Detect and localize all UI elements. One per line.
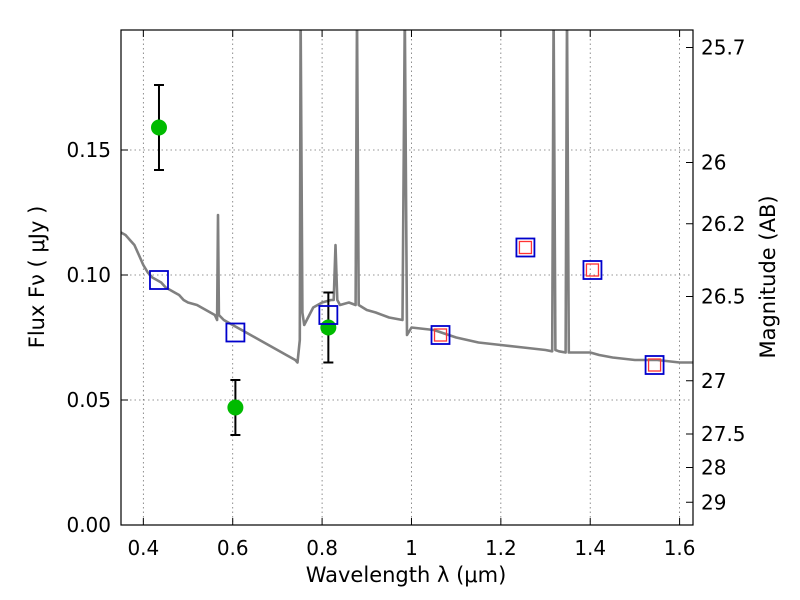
y2-tick-label: 25.7: [701, 36, 746, 60]
y2-tick-label: 29: [701, 490, 726, 514]
y2-axis-title: Magnitude (AB): [756, 195, 780, 358]
model-flux-square-inner: [518, 240, 533, 255]
y-axis-title: Flux Fν ( μJy ): [25, 206, 49, 349]
model-flux-square-inner: [585, 263, 600, 277]
y2-tick-label: 26.2: [701, 212, 746, 236]
x-tick-label: 1.6: [664, 536, 696, 560]
model-flux-square: [430, 325, 451, 345]
plot-frame: [120, 29, 694, 526]
plot-area: [121, 30, 693, 436]
model-flux-square: [318, 305, 339, 325]
y2-tick-label: 27.5: [701, 422, 746, 446]
y2-tick-label: 27: [701, 369, 726, 393]
observed-flux-point: [150, 119, 167, 136]
x-tick-label: 0.4: [127, 536, 159, 560]
model-flux-square: [225, 322, 246, 343]
model-flux-square: [582, 260, 603, 280]
axis-ticks: 0.4 0.6 0.8 1 1.2 1.4 1.6 0.00 0.05 0.10 0.15 25.7 2…: [66, 30, 746, 560]
x-tick-label: 0.6: [217, 536, 249, 560]
y-tick-label: 0.10: [66, 263, 111, 287]
observed-flux-point: [320, 319, 337, 336]
observed-flux-point: [227, 399, 244, 416]
spectrum-line: [121, 30, 693, 364]
model-flux-square: [149, 270, 169, 290]
model-flux-square-inner: [647, 358, 662, 372]
model-flux-square: [515, 237, 536, 258]
y-tick-label: 0.00: [66, 513, 111, 537]
x-axis-title: Wavelength λ (μm): [306, 563, 507, 587]
y2-tick-label: 26: [701, 151, 726, 175]
x-tick-label: 1.2: [485, 536, 517, 560]
x-tick-label: 0.8: [306, 536, 338, 560]
x-tick-label: 1: [405, 536, 418, 560]
y-tick-label: 0.05: [66, 388, 111, 412]
model-flux-square: [644, 355, 665, 375]
model-flux-square-inner: [433, 328, 448, 342]
x-tick-label: 1.4: [574, 536, 606, 560]
y-tick-label: 0.15: [66, 138, 111, 162]
y2-tick-label: 28: [701, 456, 726, 480]
y2-tick-label: 26.5: [701, 285, 746, 309]
